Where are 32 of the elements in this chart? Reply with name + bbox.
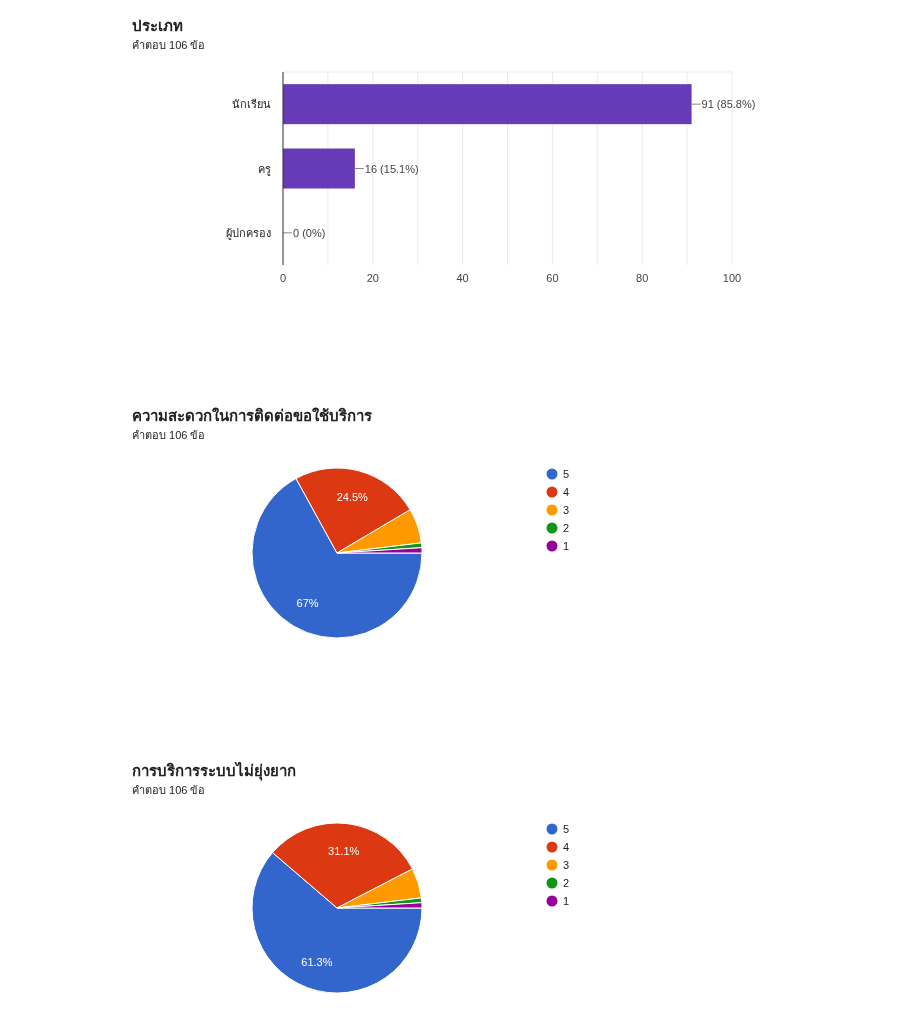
chart-subtitle: คำตอบ 106 ข้อ: [132, 784, 206, 796]
data-label: 16 (15.1%): [364, 162, 419, 175]
chart-title: การบริการระบบไม่ยุ่งยาก: [132, 761, 296, 781]
chart-subtitle: คำตอบ 106 ข้อ: [132, 429, 206, 441]
y-tick-label: ครู: [258, 162, 271, 176]
text: คำตอบ 106 ข้อ: [132, 39, 206, 51]
x-tick-label: 40: [456, 272, 469, 284]
x-tick-label: 80: [636, 272, 649, 284]
x-tick-label: 60: [546, 272, 559, 284]
data-label: 24.5%: [336, 491, 369, 504]
x-tick-label: 20: [366, 272, 379, 284]
legend-label: 3: [563, 504, 570, 516]
legend-label: 5: [563, 468, 570, 480]
legend-label: 2: [563, 877, 570, 889]
data-label: 31.1%: [328, 844, 360, 857]
x-tick-label: 100: [722, 272, 742, 284]
legend-label: 4: [563, 841, 570, 853]
data-label: 67%: [296, 596, 319, 609]
y-tick-label: ผู้ปกครอง: [226, 226, 271, 240]
data-label: 61.3%: [301, 956, 333, 969]
legend-label: 1: [563, 540, 570, 552]
chart-title: ความสะดวกในการติดต่อขอใช้บริการ: [132, 407, 373, 424]
legend-label: 5: [563, 823, 570, 835]
legend-label: 1: [563, 895, 570, 907]
text: ประเภท: [132, 17, 183, 34]
legend-label: 3: [563, 859, 570, 871]
x-tick-label: 0: [279, 272, 287, 284]
legend-label: 4: [563, 486, 570, 498]
data-label: 0 (0%): [293, 226, 326, 239]
y-tick-label: นักเรียน: [232, 98, 271, 111]
data-label: 91 (85.8%): [701, 98, 756, 111]
legend-label: 2: [563, 522, 570, 534]
